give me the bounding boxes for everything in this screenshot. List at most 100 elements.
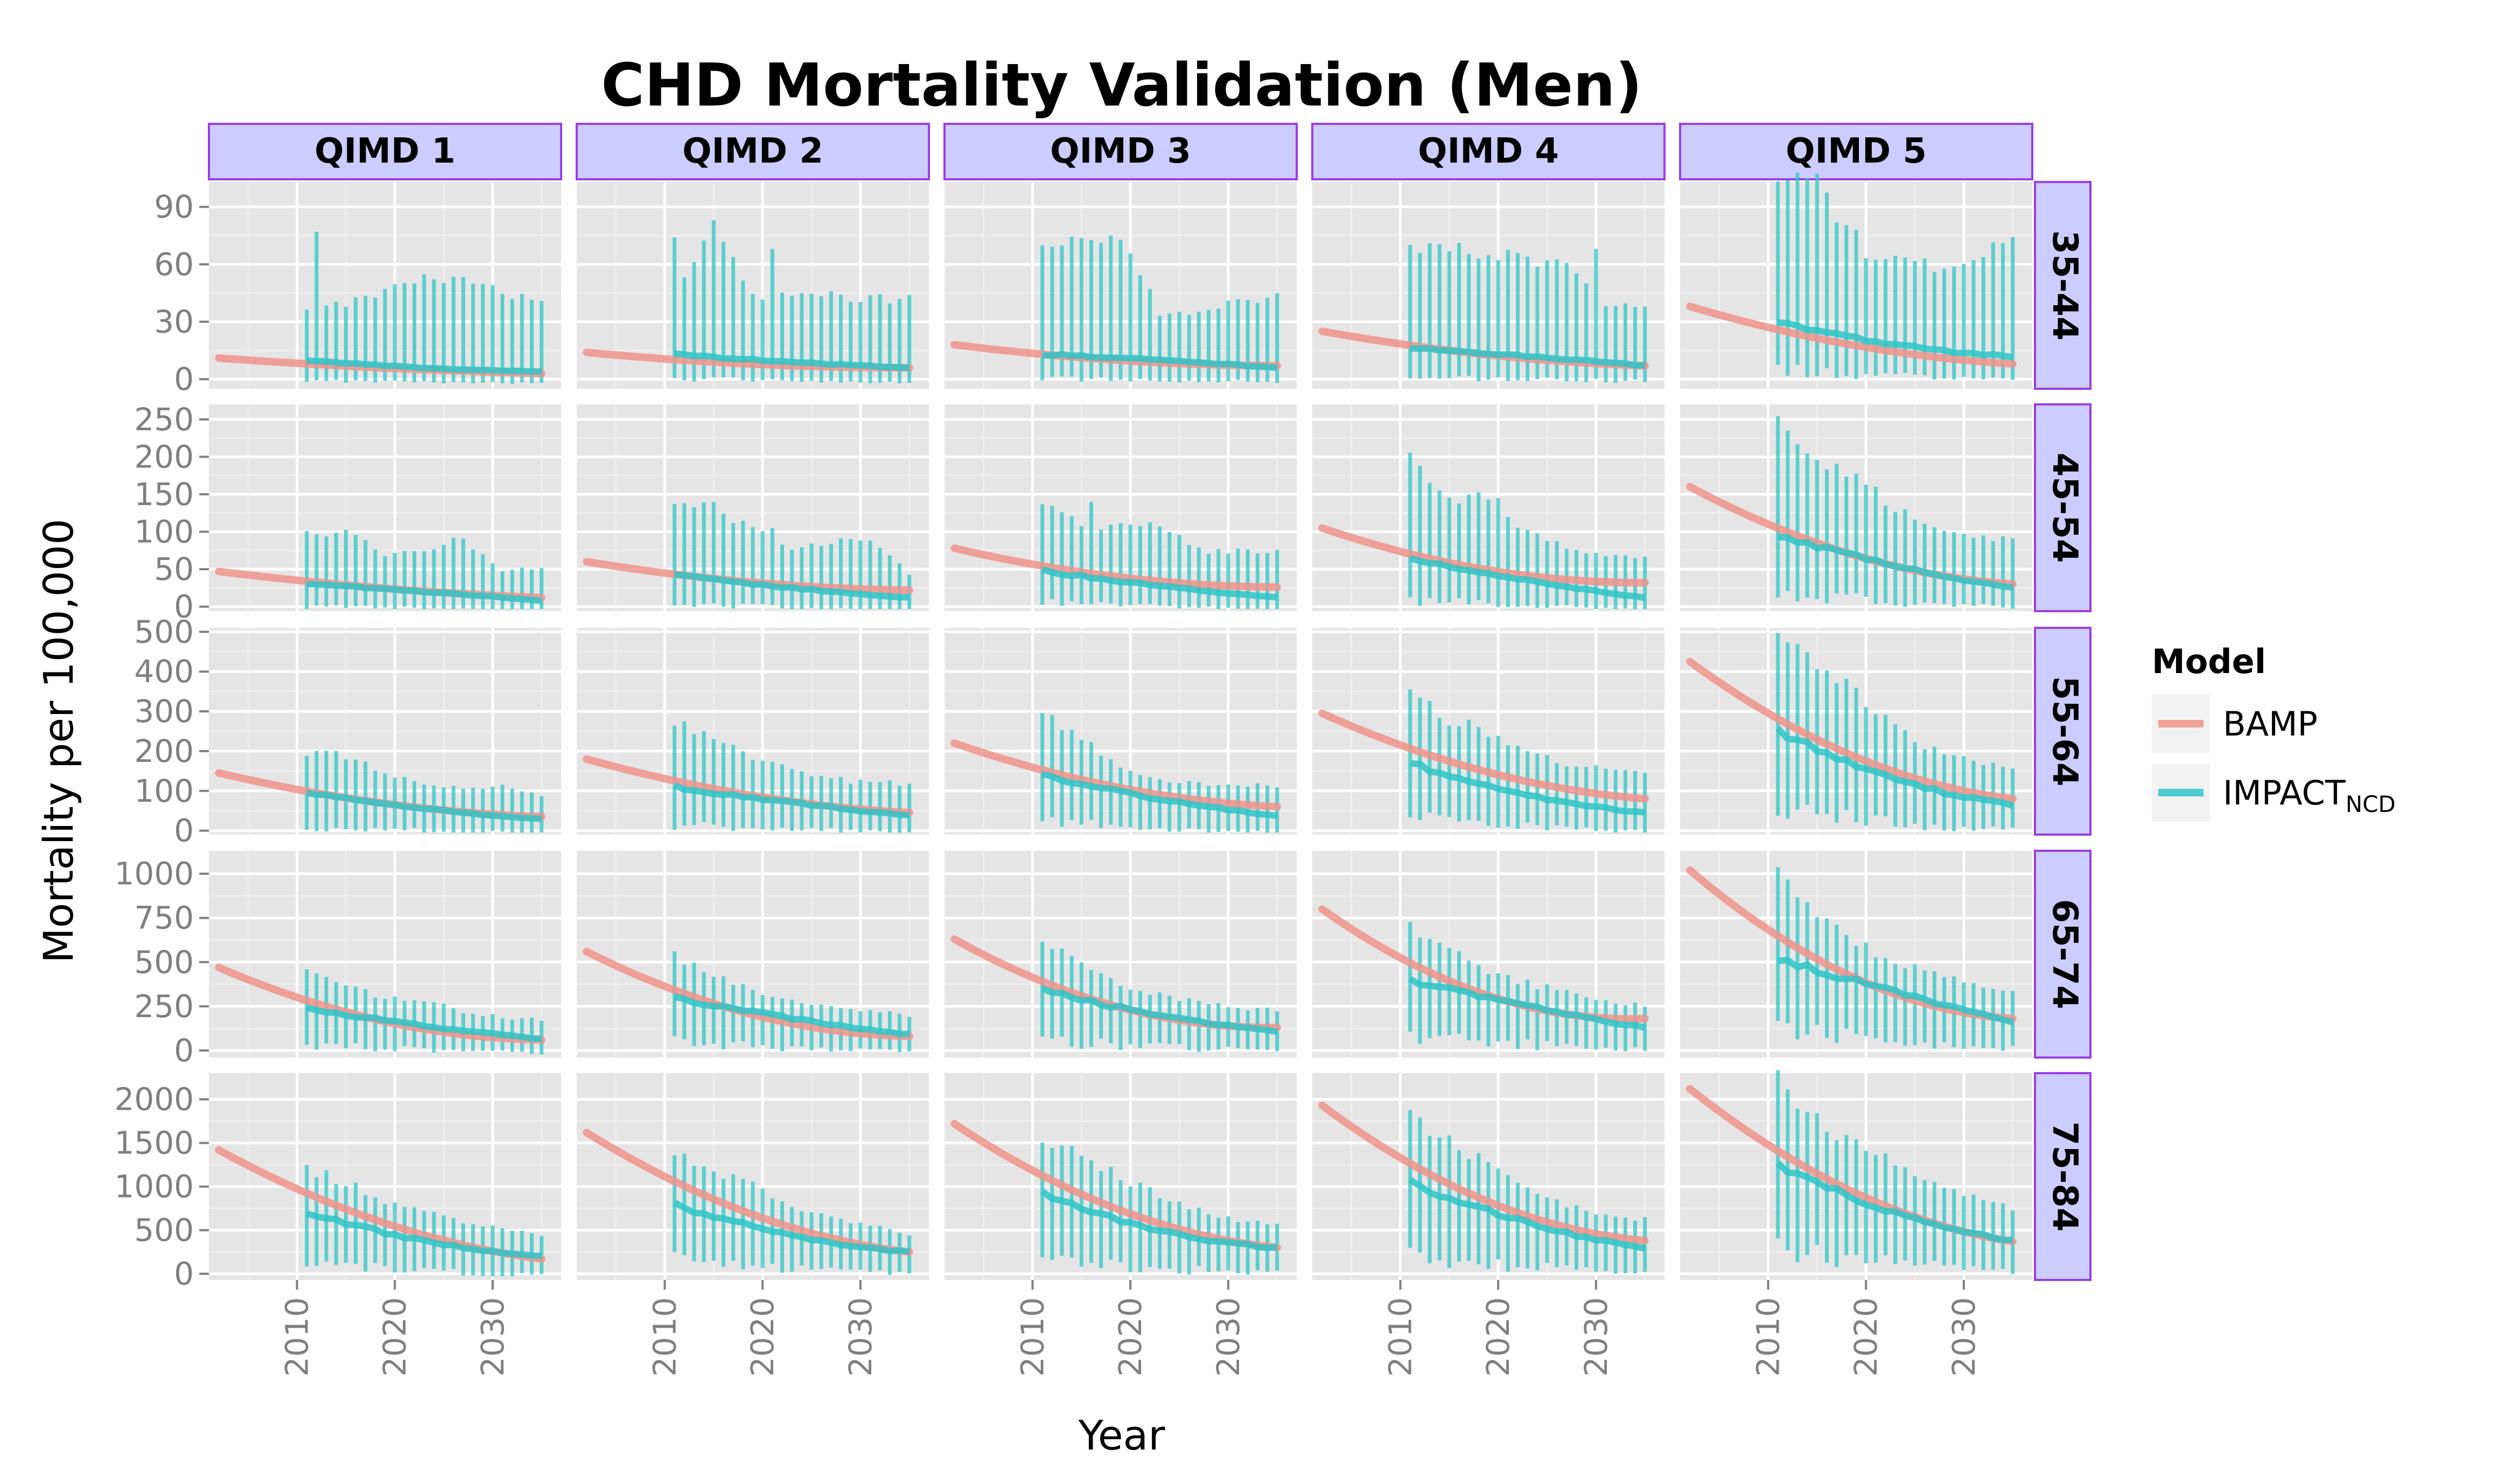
panel-4-4 [1312, 851, 1664, 1058]
y-tick-label: 60 [154, 246, 194, 283]
legend: Model BAMP IMPACTNCD [2152, 642, 2396, 822]
panel-2-4 [1312, 404, 1664, 611]
impact-line [1775, 726, 2014, 809]
y-tick-label: 1000 [114, 1168, 194, 1205]
panel-1-2 [577, 182, 929, 389]
panel-3-3 [945, 628, 1297, 835]
row-strip-5: 75-84 [2034, 1072, 2092, 1281]
column-strip-label: QIMD 2 [682, 131, 823, 171]
legend-title: Model [2152, 642, 2266, 681]
row-strip-label: 45-54 [2045, 453, 2085, 563]
impact-line [1778, 534, 2013, 591]
column-strip-box [208, 123, 562, 180]
panel-5-4 [1312, 1073, 1664, 1280]
y-tick-label: 0 [174, 1256, 194, 1292]
x-tick-label: 2030 [1946, 1297, 1982, 1377]
panel-2-2 [577, 404, 929, 611]
y-tick-label: 200 [134, 733, 194, 769]
bamp-line [1318, 1101, 1649, 1245]
column-strip-box [943, 123, 1298, 180]
bamp-line [1318, 524, 1649, 587]
impact-line [673, 782, 910, 818]
facet-panels: QIMD 1 QIMD 2 QIMD 3 QIMD 4 QIMD 5 35-44 45-54… [114, 123, 2092, 1377]
panel-2-1 [209, 404, 561, 611]
x-tick-label: 2020 [1112, 1297, 1149, 1377]
bamp-line [1318, 709, 1649, 803]
y-tick-label: 100 [134, 514, 194, 550]
x-tick-label: 2020 [744, 1297, 781, 1377]
panel-3-4 [1312, 628, 1664, 835]
impact-line [1042, 351, 1278, 372]
bamp-line [1686, 303, 2017, 368]
y-tick-label: 300 [134, 693, 194, 730]
x-tick-label: 2010 [279, 1297, 316, 1377]
x-tick-label: 2020 [1848, 1297, 1884, 1377]
impact-line [674, 350, 910, 372]
column-strip-5: QIMD 5 [1679, 123, 2033, 180]
legend-label: IMPACTNCD [2223, 773, 2396, 817]
impact-line [306, 1004, 542, 1042]
row-strip-box [2034, 181, 2092, 390]
y-tick-label: 50 [154, 551, 194, 587]
panel-4-1 [209, 851, 561, 1058]
impact-line [1410, 760, 1646, 816]
panel-4-2 [577, 851, 929, 1058]
row-strip-box [2034, 1072, 2092, 1281]
column-strip-box [1679, 123, 2033, 180]
column-strip-3: QIMD 3 [943, 123, 1298, 180]
y-tick-label: 200 [134, 438, 194, 475]
y-tick-label: 2000 [114, 1081, 194, 1118]
y-tick-label: 400 [134, 653, 194, 690]
y-axis-title: Mortality per 100,000 [34, 519, 82, 963]
bamp-line [1686, 657, 2017, 803]
column-strip-label: QIMD 5 [1786, 131, 1927, 171]
x-tick-label: 2030 [842, 1297, 879, 1377]
legend-label-text: BAMP [2223, 704, 2318, 744]
panel-3-5 [1680, 628, 2032, 835]
impact-line [305, 1210, 542, 1259]
column-strip-label: QIMD 1 [314, 131, 456, 171]
x-tick-label: 2020 [1480, 1297, 1516, 1377]
row-strip-3: 55-64 [2034, 627, 2092, 836]
panel-3-2 [577, 628, 929, 835]
y-tick-label: 500 [134, 1212, 194, 1249]
x-axis-title: Year [1078, 1411, 1166, 1459]
impact-line [674, 993, 910, 1038]
y-tick-label: 1000 [114, 856, 194, 892]
column-strip-box [576, 123, 930, 180]
panel-5-2 [577, 1073, 929, 1280]
column-strip-box [1311, 123, 1666, 180]
row-strip-box [2034, 627, 2092, 836]
impact-line [306, 789, 542, 822]
y-tick-label: 150 [134, 476, 194, 513]
impact-line [674, 571, 910, 601]
y-tick-label: 250 [134, 401, 194, 438]
y-tick-label: 1500 [114, 1125, 194, 1161]
row-strip-1: 35-44 [2034, 181, 2092, 390]
impact-line [1408, 1177, 1646, 1252]
impact-line [1775, 1160, 2013, 1243]
panel-5-1 [209, 1073, 561, 1280]
x-tick-label: 2020 [376, 1297, 413, 1377]
column-strip-1: QIMD 1 [208, 123, 562, 180]
panel-2-5 [1680, 404, 2032, 611]
column-strip-4: QIMD 4 [1311, 123, 1666, 180]
y-tick-label: 750 [134, 900, 194, 936]
row-strip-label: 35-44 [2045, 230, 2085, 341]
row-strip-label: 65-74 [2045, 899, 2085, 1010]
legend-label-subscript: NCD [2346, 791, 2396, 817]
legend-label-text: IMPACT [2223, 773, 2346, 813]
y-tick-label: 500 [134, 944, 194, 981]
bamp-line [950, 544, 1281, 591]
panel-5-5 [1680, 1070, 2032, 1280]
row-strip-2: 45-54 [2034, 403, 2092, 612]
panel-5-3 [945, 1073, 1297, 1280]
legend-entry-2: IMPACTNCD [2152, 764, 2396, 822]
panel-4-5 [1680, 851, 2032, 1058]
impact-line [1410, 345, 1645, 369]
impact-line [1778, 319, 2013, 360]
legend-label: BAMP [2223, 704, 2318, 744]
y-tick-label: 30 [154, 304, 194, 340]
chart-title: CHD Mortality Validation (Men) [601, 51, 1642, 120]
column-strip-label: QIMD 4 [1418, 131, 1559, 171]
